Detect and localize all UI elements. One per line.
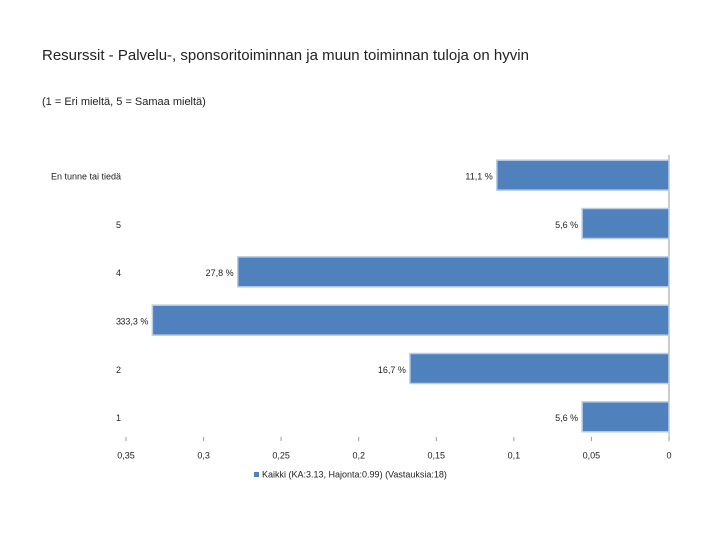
value-label: 16,7 % [378, 365, 406, 375]
bar [581, 207, 670, 240]
category-label: En tunne tai tiedä [51, 172, 121, 182]
category-label: 2 [116, 365, 121, 375]
value-label: 5,6 % [555, 413, 578, 423]
value-label: 5,6 % [555, 220, 578, 230]
value-label: 11,1 % [465, 172, 492, 182]
bar [236, 256, 670, 288]
category-label: 5 [116, 220, 121, 230]
bar [581, 401, 670, 433]
x-tick-label: 0,25 [272, 450, 290, 460]
category-label: 3 [116, 317, 121, 327]
category-label: 1 [116, 413, 121, 423]
x-tick-label: 0,15 [428, 450, 446, 460]
x-tick-label: 0,05 [583, 450, 601, 460]
bar [409, 352, 670, 385]
bar [151, 304, 670, 336]
bar [496, 159, 670, 191]
category-label: 4 [116, 268, 121, 278]
value-label: 33,3 % [120, 317, 148, 327]
x-tick-label: 0,1 [508, 450, 521, 460]
chart-title: Resurssit - Palvelu-, sponsoritoiminnan … [42, 47, 529, 64]
legend-label: Kaikki (KA:3.13, Hajonta:0.99) (Vastauks… [262, 469, 447, 479]
x-tick-label: 0,35 [117, 450, 135, 460]
x-tick-label: 0,2 [352, 450, 365, 460]
value-label: 27,8 % [206, 268, 234, 278]
legend-swatch [254, 472, 259, 477]
x-tick-label: 0,3 [197, 450, 210, 460]
chart-subtitle: (1 = Eri mieltä, 5 = Samaa mieltä) [42, 96, 206, 108]
x-tick-label: 0 [666, 450, 671, 460]
